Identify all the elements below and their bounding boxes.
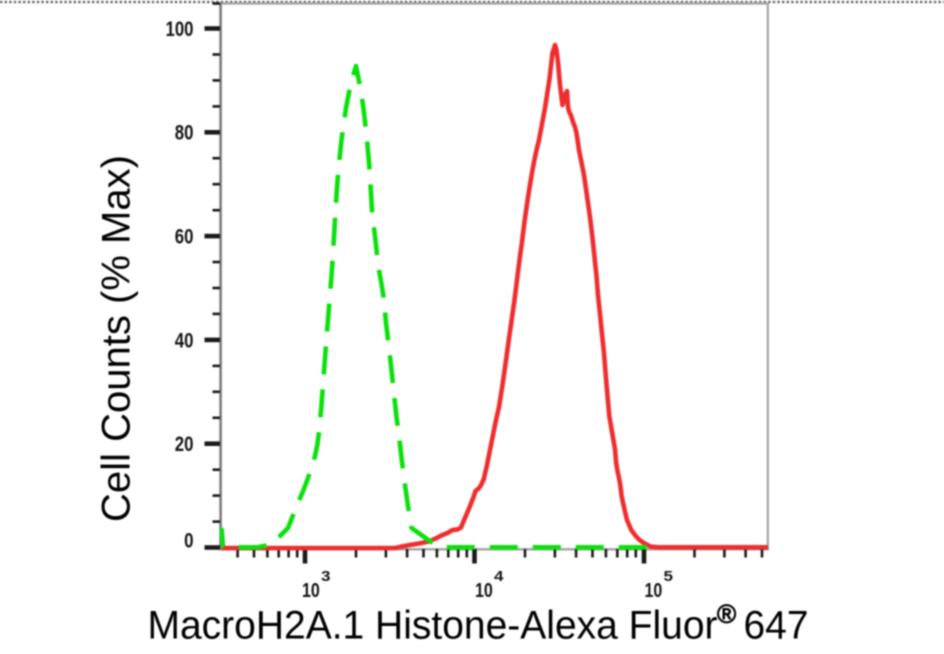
svg-text:4: 4	[494, 568, 504, 585]
svg-text:10: 10	[302, 580, 320, 602]
svg-text:60: 60	[175, 226, 194, 249]
svg-text:®: ®	[717, 599, 736, 629]
svg-text:40: 40	[175, 329, 194, 352]
svg-text:100: 100	[166, 18, 194, 41]
svg-text:10: 10	[475, 580, 493, 602]
svg-text:80: 80	[175, 122, 194, 145]
svg-text:647: 647	[744, 604, 809, 648]
svg-text:20: 20	[175, 433, 194, 456]
svg-text:Cell Counts (% Max): Cell Counts (% Max)	[95, 155, 139, 522]
svg-text:5: 5	[664, 568, 674, 585]
svg-text:10: 10	[645, 580, 663, 602]
svg-text:3: 3	[321, 568, 331, 585]
svg-text:MacroH2A.1 Histone-Alexa Fluor: MacroH2A.1 Histone-Alexa Fluor	[148, 604, 718, 648]
svg-text:0: 0	[184, 529, 193, 552]
